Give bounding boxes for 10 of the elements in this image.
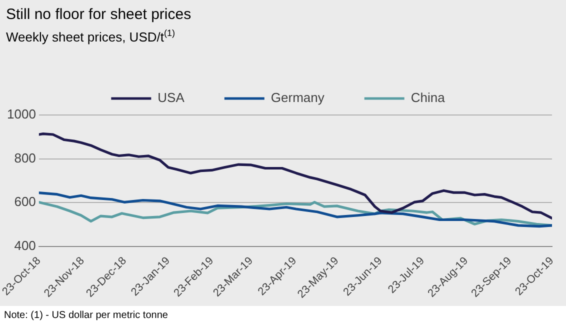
y-tick-label: 400 [14, 238, 36, 254]
y-tick-label: 1000 [7, 106, 36, 122]
legend-label: China [410, 90, 446, 106]
chart-title: Still no floor for sheet prices [6, 6, 192, 23]
legend-label: Germany [270, 90, 325, 106]
chart-subtitle: Weekly sheet prices, USD/t$^{(1)}$ [6, 28, 175, 44]
text: Note: (1) - US dollar per metric tonne [0, 306, 566, 326]
y-tick-label: 600 [14, 194, 36, 210]
legend-label: USA [158, 90, 185, 106]
y-tick-label: 800 [14, 150, 36, 166]
